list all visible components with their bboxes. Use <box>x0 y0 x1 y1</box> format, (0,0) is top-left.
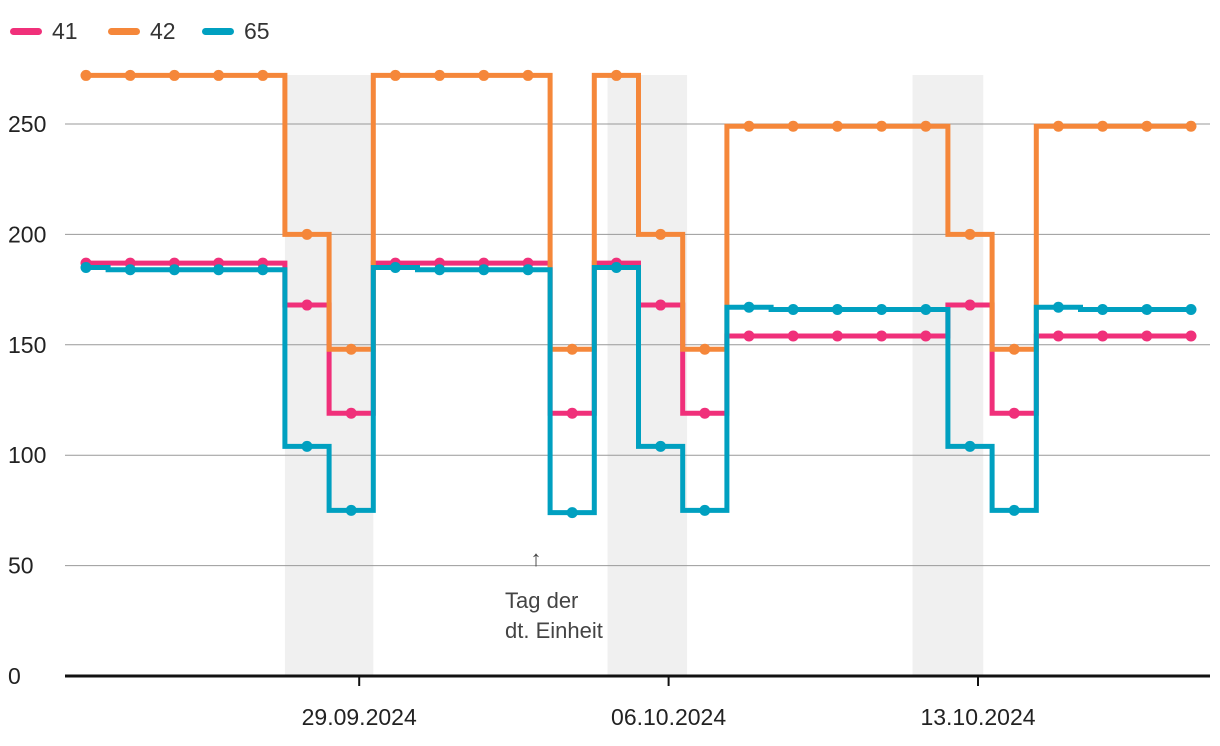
legend-label-65: 65 <box>244 18 270 44</box>
data-point-65-16 <box>787 303 799 315</box>
data-point-42-12 <box>610 69 622 81</box>
data-point-42-9 <box>478 69 490 81</box>
data-point-65-17 <box>831 303 843 315</box>
data-point-42-17 <box>831 120 843 132</box>
data-point-42-3 <box>213 69 225 81</box>
y-tick-label-150: 150 <box>8 332 46 358</box>
data-point-41-15 <box>743 330 755 342</box>
legend-item-65[interactable]: 65 <box>202 18 270 45</box>
data-point-65-20 <box>964 440 976 452</box>
data-point-41-19 <box>920 330 932 342</box>
data-point-41-13 <box>655 299 667 311</box>
data-point-41-23 <box>1097 330 1109 342</box>
data-point-65-21 <box>1008 504 1020 516</box>
data-point-65-25 <box>1185 303 1197 315</box>
data-point-65-6 <box>345 504 357 516</box>
data-point-42-4 <box>257 69 269 81</box>
data-point-65-4 <box>257 264 269 276</box>
data-point-42-8 <box>434 69 446 81</box>
data-point-42-16 <box>787 120 799 132</box>
data-point-42-22 <box>1052 120 1064 132</box>
y-tick-label-250: 250 <box>8 111 46 137</box>
y-tick-label-100: 100 <box>8 442 46 468</box>
data-point-42-10 <box>522 69 534 81</box>
data-point-65-9 <box>478 264 490 276</box>
data-point-42-23 <box>1097 120 1109 132</box>
legend-swatch-65 <box>202 28 234 35</box>
data-point-42-14 <box>699 343 711 355</box>
data-point-42-18 <box>876 120 888 132</box>
legend-swatch-42 <box>108 28 140 35</box>
data-point-42-19 <box>920 120 932 132</box>
data-point-41-18 <box>876 330 888 342</box>
data-point-65-2 <box>168 264 180 276</box>
data-point-42-25 <box>1185 120 1197 132</box>
x-tick-label-20: 13.10.2024 <box>920 704 1035 730</box>
data-point-41-5 <box>301 299 313 311</box>
data-point-41-16 <box>787 330 799 342</box>
data-point-41-20 <box>964 299 976 311</box>
data-point-41-22 <box>1052 330 1064 342</box>
data-point-41-21 <box>1008 407 1020 419</box>
data-point-65-24 <box>1141 303 1153 315</box>
data-point-42-0 <box>80 69 92 81</box>
shaded-period-1 <box>607 75 688 676</box>
data-point-41-24 <box>1141 330 1153 342</box>
data-point-65-10 <box>522 264 534 276</box>
data-point-65-14 <box>699 504 711 516</box>
data-point-65-1 <box>124 264 136 276</box>
data-point-42-24 <box>1141 120 1153 132</box>
data-point-65-7 <box>389 262 401 274</box>
y-tick-label-50: 50 <box>8 553 34 579</box>
data-point-42-11 <box>566 343 578 355</box>
data-point-41-14 <box>699 407 711 419</box>
legend-label-42: 42 <box>150 18 176 44</box>
x-tick-label-6: 29.09.2024 <box>302 704 417 730</box>
data-point-42-20 <box>964 228 976 240</box>
annotation-text-line-1: dt. Einheit <box>505 618 603 643</box>
data-point-65-12 <box>610 262 622 274</box>
data-point-41-25 <box>1185 330 1197 342</box>
data-point-65-22 <box>1052 301 1064 313</box>
data-point-42-7 <box>389 69 401 81</box>
y-tick-label-200: 200 <box>8 221 46 247</box>
data-point-65-23 <box>1097 303 1109 315</box>
annotation-text-line-0: Tag der <box>505 588 578 613</box>
legend-swatch-41 <box>10 28 42 35</box>
data-point-65-18 <box>876 303 888 315</box>
legend-item-42[interactable]: 42 <box>108 18 176 45</box>
y-tick-label-0: 0 <box>8 663 21 689</box>
legend-label-41: 41 <box>52 18 78 44</box>
data-point-42-5 <box>301 228 313 240</box>
x-tick-label-13: 06.10.2024 <box>611 704 726 730</box>
data-point-65-15 <box>743 301 755 313</box>
data-point-42-6 <box>345 343 357 355</box>
series-line-65 <box>86 265 1191 516</box>
series-line-42 <box>86 72 1191 352</box>
data-point-65-13 <box>655 440 667 452</box>
data-point-41-11 <box>566 407 578 419</box>
data-point-41-17 <box>831 330 843 342</box>
data-point-42-2 <box>168 69 180 81</box>
legend-item-41[interactable]: 41 <box>10 18 78 45</box>
data-point-65-3 <box>213 264 225 276</box>
data-point-65-8 <box>434 264 446 276</box>
data-point-42-13 <box>655 228 667 240</box>
data-point-65-0 <box>80 262 92 274</box>
data-point-42-21 <box>1008 343 1020 355</box>
data-point-42-1 <box>124 69 136 81</box>
data-point-65-5 <box>301 440 313 452</box>
data-point-65-11 <box>566 507 578 519</box>
data-point-42-15 <box>743 120 755 132</box>
data-point-65-19 <box>920 303 932 315</box>
data-point-41-6 <box>345 407 357 419</box>
annotation-arrow: ↑ <box>531 546 542 571</box>
